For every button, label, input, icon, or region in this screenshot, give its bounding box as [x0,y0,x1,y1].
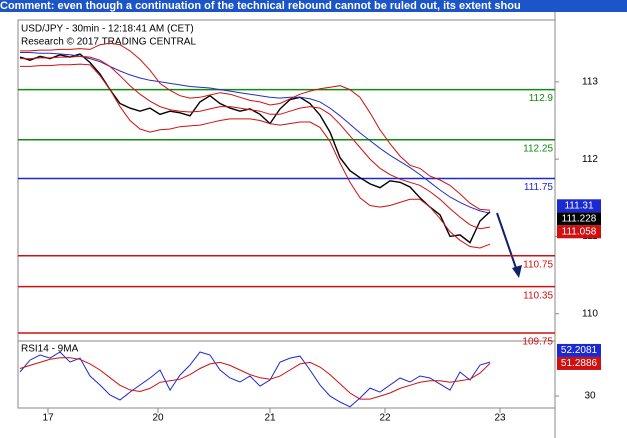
x-tick-label: 23 [494,413,506,424]
price-tag [557,225,601,239]
level-label: 112.9 [529,93,554,104]
price-tag [557,212,601,226]
series-line [19,351,491,408]
level-label: 112.25 [523,143,553,154]
chart-title: USD/JPY - 30min - 12:18:41 AM (CET) [21,24,194,35]
price-tag-label: 111.228 [562,213,597,224]
y-tick-label: 30 [584,391,596,402]
x-tick-label: 20 [152,413,164,424]
price-tag [557,199,601,213]
price-tag [557,356,601,370]
price-tag [557,343,601,357]
level-label: 110.35 [523,290,553,301]
price-tag-label: 52.2081 [561,345,598,356]
comment-banner: Comment: even though a continuation of t… [0,0,627,12]
series-line [20,55,491,230]
series-line [20,42,491,211]
banner-label: Comment: [0,0,55,12]
series-line [19,357,491,400]
price-tag-label: 51.2886 [561,358,598,369]
chart-subtitle: Research © 2017 TRADING CENTRAL [21,37,196,48]
price-tag-label: 111.31 [564,200,594,211]
level-label: 109.75 [522,337,553,348]
x-tick-label: 22 [379,413,391,424]
price-tag-label: 111.058 [562,226,597,237]
series-line [20,52,491,214]
rsi-title: RSI14 - 9MA [21,344,79,355]
x-tick-label: 17 [42,413,54,424]
series-line [19,53,491,244]
level-label: 110.75 [523,259,553,270]
y-tick-label: 112 [582,154,598,165]
level-label: 111.75 [524,182,554,193]
forecast-arrow [496,212,518,272]
y-tick-label: 113 [582,76,598,87]
x-tick-label: 21 [264,413,276,424]
forecast-arrow-head [512,265,522,278]
banner-text: even though a continuation of the techni… [54,0,521,12]
plot-frame [17,19,556,409]
y-tick-label: 110 [582,308,598,319]
series-line [20,63,491,249]
